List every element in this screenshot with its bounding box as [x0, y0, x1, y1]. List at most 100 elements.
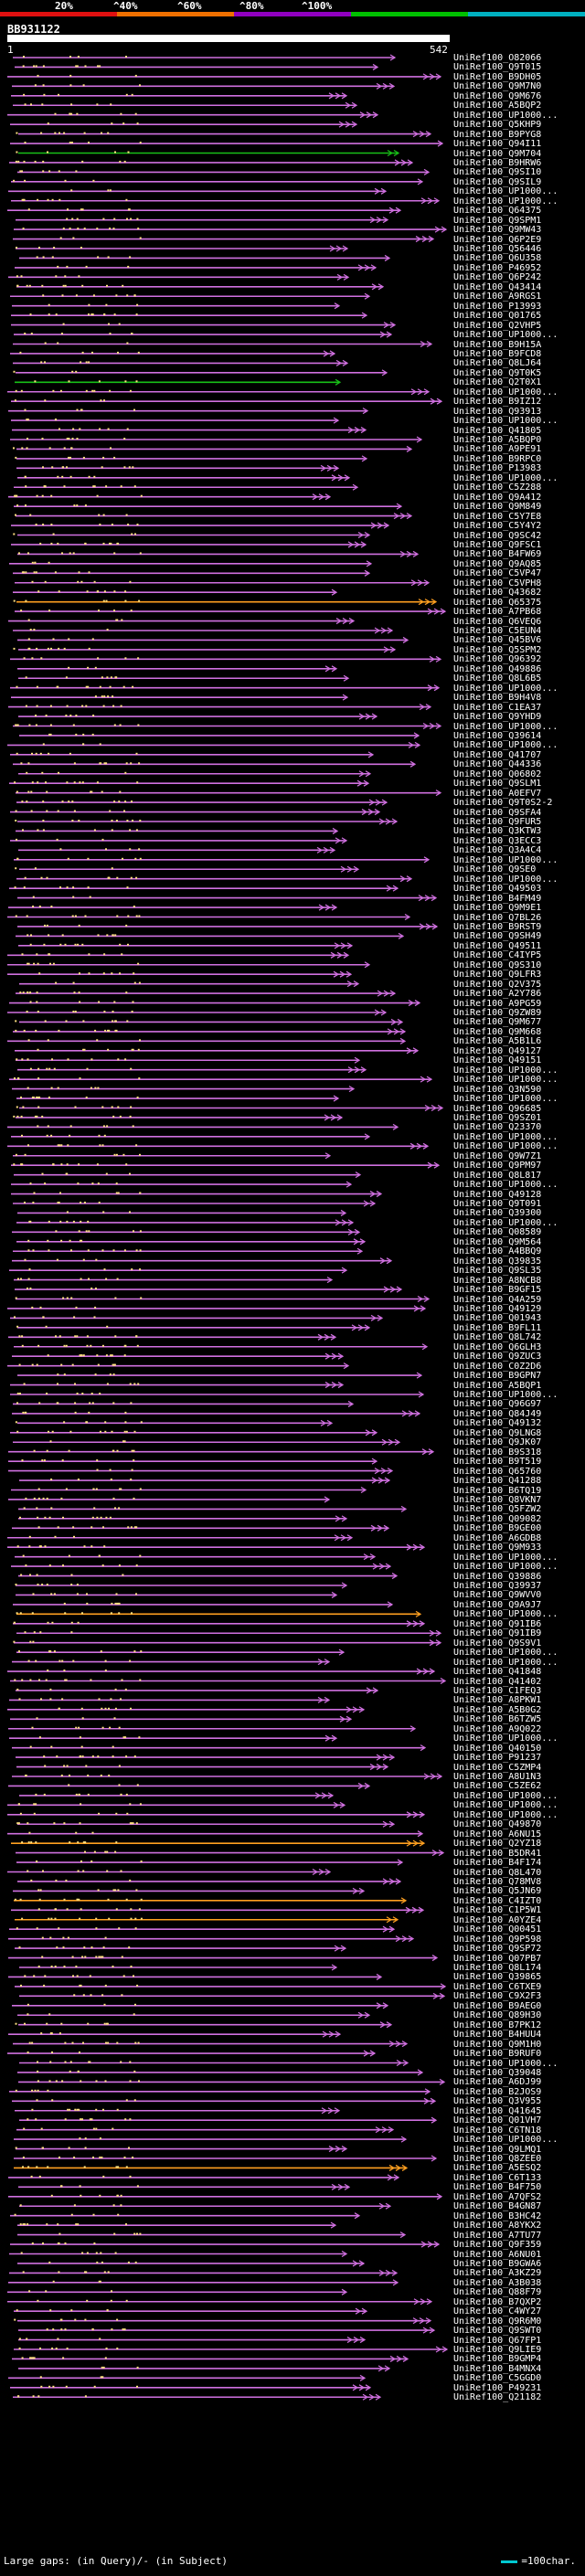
- hit-label-link[interactable]: UniRef100_A0EFV7: [453, 788, 542, 799]
- hit-label-link[interactable]: UniRef100_A8PKW1: [453, 1695, 542, 1706]
- hit-alignment-row[interactable]: [7, 1362, 350, 1370]
- hit-label-link[interactable]: UniRef100_B9PYG8: [453, 129, 542, 140]
- hit-label-link[interactable]: UniRef100_A0YZE4: [453, 1914, 542, 1925]
- hit-label-link[interactable]: UniRef100_Q9AQ85: [453, 558, 542, 569]
- hit-alignment-row[interactable]: [16, 932, 405, 939]
- hit-label-link[interactable]: UniRef100_Q2YZ18: [453, 1839, 542, 1850]
- hit-label-link[interactable]: UniRef100_Q39300: [453, 1208, 542, 1219]
- hit-label-link[interactable]: UniRef100_UP1000...: [453, 1800, 558, 1811]
- hit-alignment-row[interactable]: [8, 1496, 331, 1503]
- hit-label-link[interactable]: UniRef100_Q65760: [453, 1466, 542, 1477]
- hit-label-link[interactable]: UniRef100_B5DR41: [453, 1848, 542, 1859]
- hit-alignment-row[interactable]: [16, 990, 397, 997]
- hit-label-link[interactable]: UniRef100_Q9SFA4: [453, 807, 542, 818]
- hit-alignment-row[interactable]: [8, 618, 356, 625]
- hit-alignment-row[interactable]: [18, 2078, 446, 2085]
- hit-alignment-row[interactable]: [10, 751, 375, 758]
- hit-label-link[interactable]: UniRef100_Q9M676: [453, 90, 542, 101]
- hit-label-link[interactable]: UniRef100_B9GF15: [453, 1285, 542, 1296]
- hit-label-link[interactable]: UniRef100_C5ZMP4: [453, 1762, 542, 1773]
- hit-label-link[interactable]: UniRef100_Q6GLH3: [453, 1341, 542, 1352]
- hit-label-link[interactable]: UniRef100_Q9A9J7: [453, 1599, 542, 1610]
- hit-label-link[interactable]: UniRef100_Q9M9E1: [453, 903, 542, 914]
- hit-label-link[interactable]: UniRef100_Q8LJ64: [453, 358, 542, 369]
- hit-label-link[interactable]: UniRef100_A5BQP2: [453, 101, 542, 111]
- hit-label-link[interactable]: UniRef100_UP1000...: [453, 1657, 558, 1668]
- hit-alignment-row[interactable]: [14, 483, 359, 491]
- hit-alignment-row[interactable]: [15, 63, 379, 70]
- hit-alignment-row[interactable]: [15, 455, 368, 462]
- hit-label-link[interactable]: UniRef100_UP1000...: [453, 740, 558, 751]
- hit-alignment-row[interactable]: [15, 2107, 341, 2115]
- hit-alignment-row[interactable]: [9, 1267, 348, 1274]
- hit-alignment-row[interactable]: [13, 1438, 401, 1446]
- hit-alignment-row[interactable]: [13, 445, 413, 452]
- hit-label-link[interactable]: UniRef100_A7TU77: [453, 2230, 542, 2241]
- hit-alignment-row[interactable]: [14, 2155, 438, 2162]
- hit-label-link[interactable]: UniRef100_Q4A259: [453, 1294, 542, 1305]
- hit-alignment-row[interactable]: [8, 2279, 399, 2286]
- hit-alignment-row[interactable]: [17, 636, 410, 643]
- hit-alignment-row[interactable]: [16, 149, 400, 157]
- hit-alignment-row[interactable]: [18, 2337, 367, 2344]
- hit-label-link[interactable]: UniRef100_A8U1N3: [453, 1772, 542, 1782]
- hit-label-link[interactable]: UniRef100_Q9F359: [453, 2240, 542, 2251]
- hit-label-link[interactable]: UniRef100_A2Y786: [453, 989, 542, 1000]
- hit-label-link[interactable]: UniRef100_Q9SI10: [453, 167, 542, 178]
- hit-alignment-row[interactable]: [15, 1295, 431, 1303]
- hit-label-link[interactable]: UniRef100_Q2T0X1: [453, 377, 542, 388]
- hit-label-link[interactable]: UniRef100_B9GE00: [453, 1523, 542, 1534]
- hit-label-link[interactable]: UniRef100_Q9M677: [453, 1017, 542, 1028]
- hit-label-link[interactable]: UniRef100_B9T519: [453, 1457, 542, 1468]
- hit-label-link[interactable]: UniRef100_UP1000...: [453, 1131, 558, 1142]
- hit-label-link[interactable]: UniRef100_B9RUF0: [453, 2049, 542, 2060]
- hit-label-link[interactable]: UniRef100_Q9M849: [453, 502, 542, 513]
- hit-alignment-row[interactable]: [17, 1209, 347, 1216]
- hit-alignment-row[interactable]: [18, 770, 372, 778]
- hit-alignment-row[interactable]: [10, 837, 348, 844]
- hit-alignment-row[interactable]: [12, 1659, 331, 1666]
- hit-alignment-row[interactable]: [18, 2327, 436, 2334]
- hit-label-link[interactable]: UniRef100_A7PB68: [453, 607, 542, 618]
- hit-label-link[interactable]: UniRef100_Q5FZW2: [453, 1504, 542, 1515]
- hit-alignment-row[interactable]: [17, 923, 439, 930]
- hit-alignment-row[interactable]: [17, 474, 351, 482]
- hit-label-link[interactable]: UniRef100_B4MNX4: [453, 2363, 542, 2374]
- hit-alignment-row[interactable]: [13, 101, 358, 109]
- hit-alignment-row[interactable]: [15, 608, 447, 615]
- hit-label-link[interactable]: UniRef100_Q8L470: [453, 1867, 542, 1878]
- hit-alignment-row[interactable]: [8, 2193, 443, 2200]
- hit-label-link[interactable]: UniRef100_Q9SWT0: [453, 2326, 542, 2337]
- hit-alignment-row[interactable]: [16, 1095, 340, 1102]
- hit-alignment-row[interactable]: [14, 1343, 429, 1351]
- hit-label-link[interactable]: UniRef100_Q9SP72: [453, 1944, 542, 1955]
- hit-alignment-row[interactable]: [15, 513, 413, 520]
- hit-alignment-row[interactable]: [17, 2069, 424, 2076]
- hit-label-link[interactable]: UniRef100_Q9T091: [453, 1199, 542, 1209]
- hit-alignment-row[interactable]: [16, 1648, 346, 1656]
- hit-alignment-row[interactable]: [13, 1028, 407, 1035]
- hit-label-link[interactable]: UniRef100_Q9MW43: [453, 225, 542, 236]
- hit-alignment-row[interactable]: [12, 1086, 356, 1093]
- hit-label-link[interactable]: UniRef100_Q3ECC3: [453, 835, 542, 846]
- hit-alignment-row[interactable]: [18, 2365, 391, 2372]
- hit-label-link[interactable]: UniRef100_Q84J49: [453, 1408, 542, 1419]
- hit-label-link[interactable]: UniRef100_C6TXE9: [453, 1981, 542, 1992]
- hit-alignment-row[interactable]: [9, 2250, 348, 2258]
- hit-label-link[interactable]: UniRef100_A5ESQ2: [453, 2163, 542, 2174]
- hit-alignment-row[interactable]: [15, 378, 342, 386]
- hit-label-link[interactable]: UniRef100_Q9FSC1: [453, 539, 542, 550]
- hit-alignment-row[interactable]: [16, 283, 385, 291]
- hit-label-link[interactable]: UniRef100_A8YKX2: [453, 2221, 542, 2231]
- hit-alignment-row[interactable]: [19, 1477, 391, 1484]
- hit-label-link[interactable]: UniRef100_C4WY27: [453, 2306, 542, 2317]
- hit-alignment-row[interactable]: [8, 1725, 417, 1733]
- hit-alignment-row[interactable]: [16, 217, 389, 224]
- hit-label-link[interactable]: UniRef100_UP1000...: [453, 1075, 558, 1086]
- hit-alignment-row[interactable]: [16, 799, 388, 806]
- hit-label-link[interactable]: UniRef100_Q3KTW3: [453, 826, 542, 837]
- hit-alignment-row[interactable]: [10, 655, 442, 663]
- hit-alignment-row[interactable]: [8, 2030, 342, 2038]
- hit-label-link[interactable]: UniRef100_Q6U358: [453, 253, 542, 264]
- hit-alignment-row[interactable]: [8, 1935, 415, 1943]
